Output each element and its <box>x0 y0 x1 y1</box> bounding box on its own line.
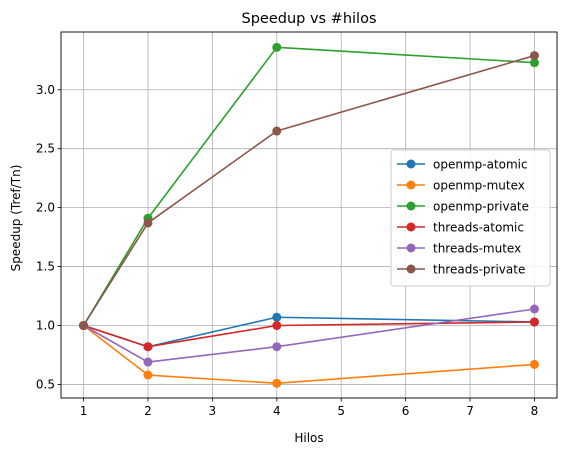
chart-title: Speedup vs #hilos <box>241 11 376 27</box>
y-tick-label: 2.5 <box>36 142 55 156</box>
x-tick-label: 6 <box>402 404 410 418</box>
y-tick-label: 0.5 <box>36 377 55 391</box>
legend-label: openmp-atomic <box>433 158 528 172</box>
data-point <box>529 359 539 369</box>
y-tick-label: 3.0 <box>36 83 55 97</box>
data-point <box>143 218 153 228</box>
legend-label: threads-mutex <box>433 242 521 256</box>
x-axis-ticks: 1 2 3 4 5 6 7 8 <box>80 398 539 418</box>
series-threads-private <box>79 51 539 331</box>
data-point <box>529 304 539 314</box>
legend-label: threads-atomic <box>433 221 524 235</box>
series-line <box>83 324 535 385</box>
series-line <box>82 54 535 326</box>
data-point <box>143 342 153 352</box>
x-tick-label: 7 <box>466 404 474 418</box>
data-point <box>143 370 153 380</box>
legend-marker <box>406 243 416 253</box>
series-layer <box>79 42 539 388</box>
x-axis-label: Hilos <box>294 431 323 445</box>
y-tick-label: 2.0 <box>36 201 55 215</box>
data-point <box>529 51 539 61</box>
x-tick-label: 1 <box>80 404 88 418</box>
data-point <box>272 312 282 322</box>
legend-marker <box>406 201 416 211</box>
data-point <box>79 321 89 331</box>
y-axis-ticks: 0.5 1.0 1.5 2.0 2.5 3.0 <box>36 83 61 391</box>
data-point <box>529 58 539 68</box>
data-point <box>272 321 282 331</box>
y-tick-label: 1.0 <box>36 319 55 333</box>
legend-item: openmp-private <box>397 200 529 214</box>
plot-area-frame <box>60 31 558 399</box>
legend-label: threads-private <box>433 263 525 277</box>
data-point <box>272 42 282 52</box>
legend-item: threads-atomic <box>397 221 524 235</box>
series-line <box>82 46 535 326</box>
legend-label: openmp-private <box>433 200 529 214</box>
series-line <box>83 308 535 363</box>
legend-label: openmp-mutex <box>433 179 525 193</box>
y-tick-label: 1.5 <box>36 260 55 274</box>
legend-marker <box>406 180 416 190</box>
y-axis-label: Speedup (Tref/Tn) <box>9 165 23 272</box>
legend-item: threads-mutex <box>397 242 521 256</box>
data-point <box>272 126 282 136</box>
x-tick-label: 3 <box>209 404 217 418</box>
legend: openmp-atomic openmp-mutex openmp-private t… <box>390 149 551 287</box>
series-line <box>83 321 535 348</box>
legend-box <box>390 149 551 287</box>
x-tick-label: 4 <box>273 404 281 418</box>
data-point <box>272 378 282 388</box>
legend-marker <box>406 159 416 169</box>
x-tick-label: 5 <box>337 404 345 418</box>
legend-item: openmp-mutex <box>397 179 525 193</box>
data-point <box>529 317 539 327</box>
x-tick-label: 8 <box>531 404 539 418</box>
data-point <box>272 342 282 352</box>
legend-marker <box>406 222 416 232</box>
legend-item: threads-private <box>397 263 525 277</box>
data-point <box>143 357 153 367</box>
legend-marker <box>406 264 416 274</box>
x-tick-label: 2 <box>144 404 152 418</box>
legend-item: openmp-atomic <box>397 158 528 172</box>
